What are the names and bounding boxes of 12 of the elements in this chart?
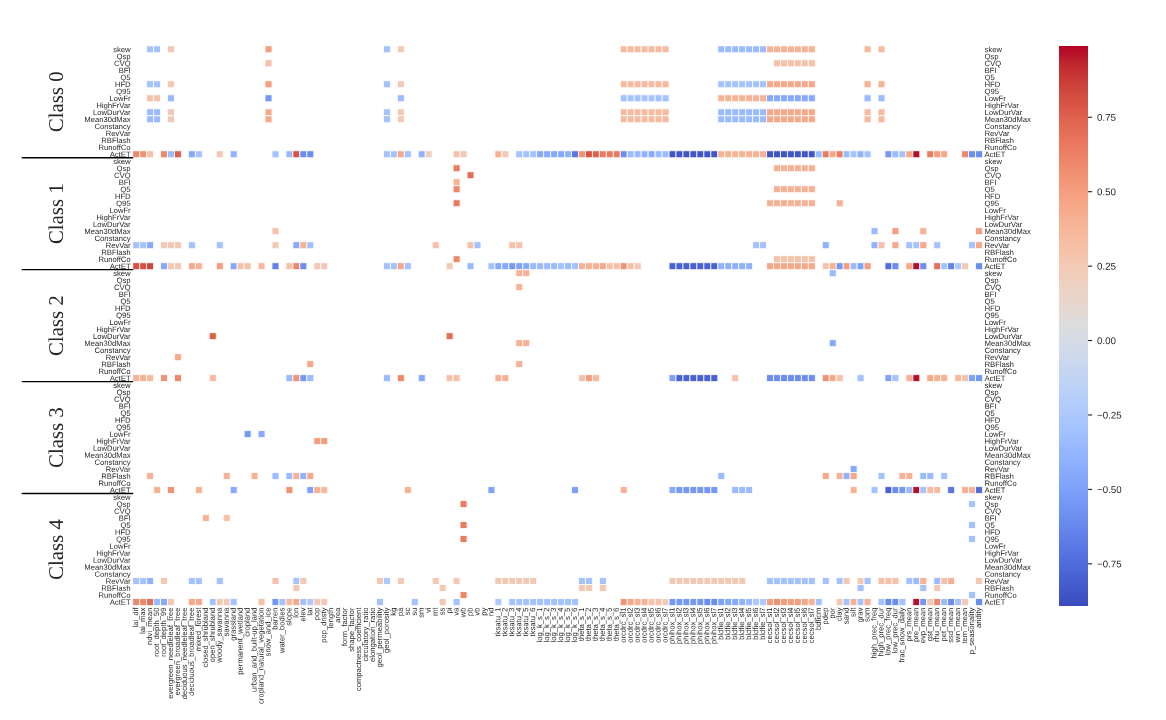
color-bar-label: 0.00 xyxy=(1097,337,1116,345)
color-bar-label: 0.25 xyxy=(1097,262,1116,270)
color-bar-label: 0.75 xyxy=(1097,113,1116,121)
text: Class 0 xyxy=(48,72,64,132)
text: Class 2 xyxy=(48,296,64,356)
text: Class 4 xyxy=(48,519,64,580)
color-bar-label: −0.25 xyxy=(1097,411,1122,419)
color-bar-label: −0.75 xyxy=(1097,560,1122,568)
text: Class 1 xyxy=(48,184,64,244)
text: Class 3 xyxy=(48,408,64,468)
color-bar-label: 0.50 xyxy=(1097,188,1116,196)
color-bar-label: −0.50 xyxy=(1097,486,1122,494)
